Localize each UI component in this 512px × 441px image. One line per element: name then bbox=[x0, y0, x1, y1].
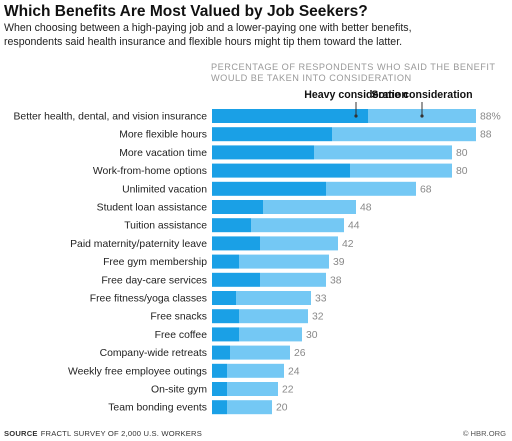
category-label: Tuition assistance bbox=[124, 221, 207, 232]
bar-some-consideration bbox=[263, 200, 356, 214]
bar-heavy-consideration bbox=[212, 272, 260, 287]
chart-title: Which Benefits Are Most Valued by Job Se… bbox=[4, 3, 368, 20]
bar-heavy-consideration bbox=[212, 145, 314, 160]
category-label: Free day-care services bbox=[101, 275, 207, 286]
value-label: 24 bbox=[288, 366, 300, 377]
bar-some-consideration bbox=[260, 236, 338, 251]
chart-subtitle: When choosing between a high-paying job … bbox=[4, 22, 508, 49]
value-label: 39 bbox=[333, 257, 345, 268]
bar-heavy-consideration bbox=[212, 218, 251, 233]
bar-some-consideration bbox=[227, 363, 284, 378]
legend-some-label: Some consideration bbox=[371, 89, 472, 101]
bar-heavy-consideration bbox=[212, 200, 263, 214]
source-text: FRACTL SURVEY OF 2,000 U.S. WORKERS bbox=[40, 429, 203, 438]
bar-heavy-consideration bbox=[212, 127, 332, 142]
axis-note-line-2: WOULD BE TAKEN INTO CONSIDERATION bbox=[211, 73, 412, 83]
category-label: Free snacks bbox=[150, 312, 207, 323]
bar-heavy-consideration bbox=[212, 163, 350, 178]
value-label: 38 bbox=[330, 275, 342, 286]
value-label: 26 bbox=[294, 348, 306, 359]
value-label: 80 bbox=[456, 148, 468, 159]
bar-heavy-consideration bbox=[212, 363, 227, 378]
bar-heavy-consideration bbox=[212, 181, 326, 196]
bar-some-consideration bbox=[260, 272, 326, 287]
bar-some-consideration bbox=[326, 181, 416, 196]
category-label: Weekly free employee outings bbox=[68, 366, 207, 377]
category-label: Free coffee bbox=[155, 330, 208, 341]
value-label: 88% bbox=[480, 112, 501, 123]
bar-some-consideration bbox=[350, 163, 452, 178]
bar-some-consideration bbox=[236, 291, 311, 305]
value-label: 20 bbox=[276, 403, 288, 414]
value-label: 80 bbox=[456, 166, 468, 177]
legend-heavy-label: Heavy consideration bbox=[304, 89, 408, 101]
bar-some-consideration bbox=[332, 127, 476, 142]
category-label: Company-wide retreats bbox=[100, 348, 207, 359]
value-label: 33 bbox=[315, 294, 327, 305]
category-label: Team bonding events bbox=[108, 403, 207, 414]
bar-heavy-consideration bbox=[212, 327, 239, 342]
category-label: Paid maternity/paternity leave bbox=[70, 239, 207, 250]
bar-heavy-consideration bbox=[212, 291, 236, 305]
value-label: 32 bbox=[312, 312, 324, 323]
bar-some-consideration bbox=[227, 400, 272, 415]
value-label: 48 bbox=[360, 203, 372, 214]
category-label: More vacation time bbox=[119, 148, 207, 159]
legend-heavy-dot bbox=[354, 114, 358, 118]
bar-heavy-consideration bbox=[212, 382, 227, 396]
subtitle-line-2: respondents said health insurance and fl… bbox=[4, 35, 403, 48]
category-label: Free gym membership bbox=[103, 257, 207, 268]
category-label: Unlimited vacation bbox=[122, 184, 207, 195]
bar-heavy-consideration bbox=[212, 109, 368, 123]
bar-some-consideration bbox=[251, 218, 344, 233]
bar-heavy-consideration bbox=[212, 309, 239, 324]
bar-some-consideration bbox=[239, 309, 308, 324]
category-label: Better health, dental, and vision insura… bbox=[13, 112, 207, 123]
axis-note-line-1: PERCENTAGE OF RESPONDENTS WHO SAID THE B… bbox=[211, 62, 496, 72]
bar-heavy-consideration bbox=[212, 345, 230, 360]
value-label: 68 bbox=[420, 184, 432, 195]
category-label: More flexible hours bbox=[119, 130, 207, 141]
value-label: 30 bbox=[306, 330, 318, 341]
category-label: Work-from-home options bbox=[93, 166, 207, 177]
category-label: Free fitness/yoga classes bbox=[90, 294, 207, 305]
credit: © HBR.ORG bbox=[462, 429, 506, 438]
value-label: 42 bbox=[342, 239, 354, 250]
bar-some-consideration bbox=[239, 254, 329, 269]
category-label: On-site gym bbox=[151, 385, 207, 396]
source-note: SOURCE FRACTL SURVEY OF 2,000 U.S. WORKER… bbox=[4, 429, 202, 438]
value-label: 22 bbox=[282, 385, 294, 396]
bar-some-consideration bbox=[239, 327, 302, 342]
source-label: SOURCE bbox=[4, 429, 38, 438]
bar-heavy-consideration bbox=[212, 236, 260, 251]
legend-some-dot bbox=[420, 114, 424, 118]
bar-some-consideration bbox=[314, 145, 452, 160]
bar-heavy-consideration bbox=[212, 400, 227, 415]
subtitle-line-1: When choosing between a high-paying job … bbox=[4, 22, 412, 34]
axis-note: PERCENTAGE OF RESPONDENTS WHO SAID THE B… bbox=[211, 62, 501, 84]
bar-some-consideration bbox=[227, 382, 278, 396]
value-label: 88 bbox=[480, 130, 492, 141]
bar-some-consideration bbox=[230, 345, 290, 360]
category-label: Student loan assistance bbox=[97, 203, 208, 214]
value-label: 44 bbox=[348, 221, 360, 232]
bar-heavy-consideration bbox=[212, 254, 239, 269]
